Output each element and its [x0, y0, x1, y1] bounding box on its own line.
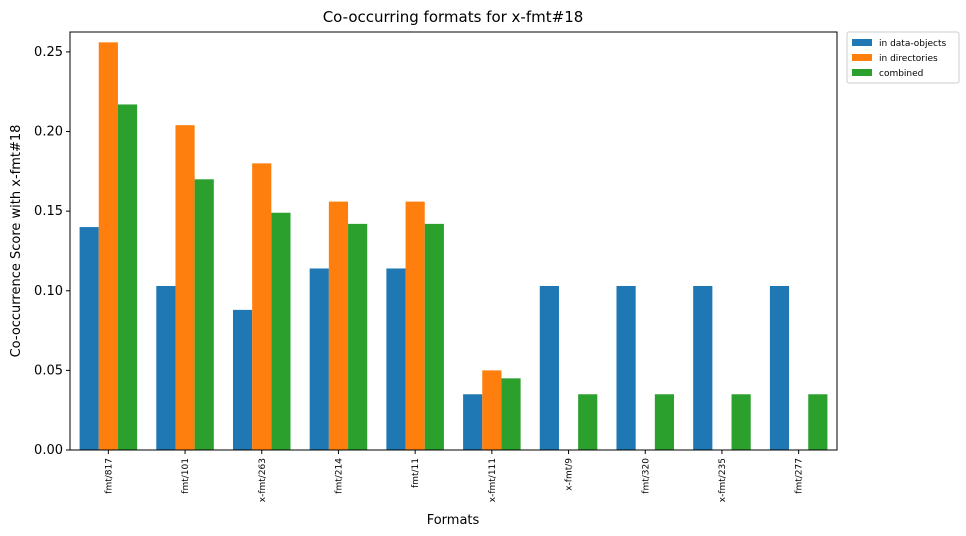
- x-tick-label: x-fmt/235: [718, 458, 728, 502]
- legend-label: in directories: [879, 54, 938, 64]
- bar-combined-x-fmt-263: [271, 212, 291, 450]
- bar-in-data-objects-fmt-11: [386, 268, 406, 450]
- y-tick-label: 0.15: [34, 204, 63, 219]
- x-axis-label: Formats: [427, 513, 480, 528]
- plot-frame: [69, 31, 838, 451]
- bars-group: [79, 42, 828, 451]
- x-tick-label: x-fmt/263: [258, 458, 268, 502]
- bar-combined-fmt-320: [654, 394, 675, 450]
- bar-in-directories-x-fmt-111: [482, 370, 502, 450]
- x-tick-label: fmt/320: [641, 458, 651, 494]
- bar-in-data-objects-x-fmt-235: [693, 285, 713, 450]
- bar-combined-x-fmt-9: [578, 394, 598, 450]
- bar-in-directories-fmt-101: [175, 125, 195, 451]
- legend: in data-objects in directories combined: [846, 31, 960, 84]
- legend-swatch: [852, 69, 872, 76]
- chart-title: Co-occurring formats for x-fmt#18: [323, 8, 584, 26]
- bar-in-data-objects-fmt-101: [156, 285, 176, 450]
- bar-in-directories-x-fmt-263: [252, 163, 272, 450]
- bar-in-directories-fmt-11: [405, 201, 425, 450]
- legend-items: in data-objects in directories combined: [852, 39, 946, 79]
- bar-combined-fmt-11: [424, 223, 444, 450]
- x-tick-label: fmt/214: [334, 458, 344, 494]
- x-tick-label: fmt/817: [104, 458, 114, 494]
- legend-swatch: [852, 39, 872, 46]
- bar-in-data-objects-x-fmt-111: [463, 394, 483, 450]
- y-axis-label: Co-occurrence Score with x-fmt#18: [9, 125, 24, 358]
- y-tick-label: 0.05: [34, 363, 63, 378]
- bar-combined-fmt-101: [194, 179, 214, 451]
- legend-label: combined: [879, 69, 923, 79]
- x-tick-label: x-fmt/111: [488, 458, 498, 502]
- legend-swatch: [852, 54, 872, 61]
- bar-combined-fmt-277: [808, 394, 828, 450]
- bar-combined-x-fmt-235: [731, 394, 751, 450]
- x-tick-label: fmt/277: [795, 458, 805, 494]
- y-tick-label: 0.10: [34, 284, 63, 299]
- y-tick-label: 0.00: [34, 443, 63, 458]
- y-tick-label: 0.20: [34, 125, 63, 140]
- bar-in-data-objects-fmt-277: [769, 285, 790, 450]
- bar-combined-fmt-817: [117, 104, 138, 450]
- bar-in-data-objects-fmt-817: [79, 227, 99, 450]
- bar-in-data-objects-x-fmt-263: [232, 309, 253, 450]
- y-tick-label: 0.25: [34, 45, 63, 60]
- bar-in-data-objects-fmt-214: [309, 268, 329, 450]
- bar-combined-x-fmt-111: [501, 378, 521, 450]
- x-axis: fmt/817 fmt/101 x-fmt/263 fmt/214 fmt/11 x-fm…: [104, 450, 805, 502]
- legend-box: [846, 31, 960, 84]
- y-axis: 0.00 0.05 0.10 0.15 0.20 0.25: [34, 45, 70, 458]
- bar-in-directories-fmt-214: [328, 201, 349, 450]
- bar-in-data-objects-x-fmt-9: [539, 285, 559, 450]
- x-tick-label: x-fmt/9: [565, 458, 575, 491]
- legend-label: in data-objects: [879, 39, 946, 49]
- bar-in-directories-fmt-817: [98, 42, 118, 450]
- bar-in-data-objects-fmt-320: [616, 285, 636, 450]
- x-tick-label: fmt/101: [181, 458, 191, 494]
- bar-combined-fmt-214: [348, 223, 368, 450]
- x-tick-label: fmt/11: [411, 458, 421, 488]
